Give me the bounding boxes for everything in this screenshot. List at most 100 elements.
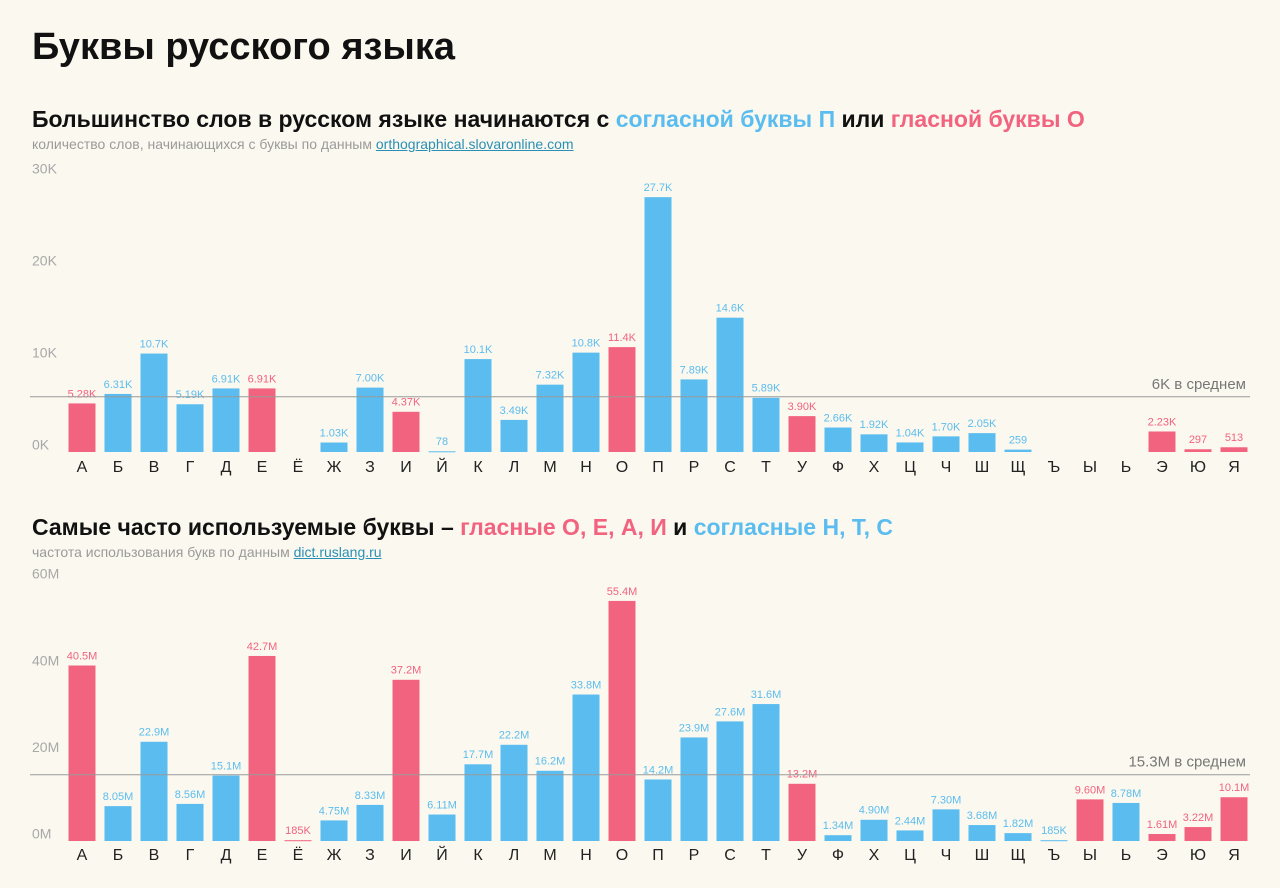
value-label: 15.1M (211, 760, 242, 772)
x-tick-label: Ъ (1048, 459, 1061, 476)
bar (752, 704, 780, 841)
bar (104, 393, 132, 452)
x-tick-label: В (149, 847, 160, 864)
value-label: 5.19K (176, 389, 205, 401)
bar (644, 779, 672, 841)
x-tick-label: Ё (293, 458, 304, 476)
x-tick-label: У (797, 847, 808, 864)
x-tick-label: Ь (1121, 459, 1132, 476)
bar (1148, 431, 1176, 452)
x-tick-label: Ц (904, 459, 916, 476)
chart-subtitle: частота использования букв по данным dic… (32, 544, 382, 560)
bar (1004, 833, 1032, 841)
y-tick-label: 20M (32, 739, 59, 755)
x-tick-label: К (473, 847, 483, 864)
x-tick-label: Л (509, 847, 520, 864)
chart-subtitle: количество слов, начинающихся с буквы по… (32, 136, 574, 152)
x-tick-label: А (77, 459, 88, 476)
x-tick-label: Т (761, 459, 771, 476)
value-label: 2.44M (895, 815, 926, 827)
bar (968, 825, 996, 841)
x-tick-label: Ж (327, 847, 342, 864)
bar (1184, 827, 1212, 841)
value-label: 1.82M (1003, 818, 1034, 830)
value-label: 3.22M (1183, 812, 1214, 824)
value-label: 37.2M (391, 665, 422, 677)
x-tick-label: И (400, 459, 412, 476)
x-tick-label: Я (1228, 459, 1240, 476)
value-label: 1.92K (860, 419, 889, 431)
x-tick-label: Ф (832, 459, 844, 476)
bar (68, 403, 96, 452)
value-label: 8.33M (355, 790, 386, 802)
value-label: 55.4M (607, 586, 638, 598)
subtitle-text: частота использования букв по данным (32, 544, 294, 560)
chart-title: Большинство слов в русском языке начинаю… (32, 106, 1085, 133)
title-part: Самые часто используемые буквы – (32, 514, 461, 540)
bar (1004, 449, 1032, 452)
value-label: 27.6M (715, 706, 746, 718)
title-part: Большинство слов в русском языке начинаю… (32, 106, 616, 132)
x-tick-label: Й (436, 457, 448, 476)
y-tick-label: 10K (32, 345, 58, 361)
x-tick-label: У (797, 459, 808, 476)
bar (1220, 447, 1248, 452)
bar (572, 694, 600, 841)
x-tick-label: К (473, 459, 483, 476)
value-label: 3.68M (967, 810, 998, 822)
value-label: 259 (1009, 435, 1027, 447)
bar (464, 764, 492, 841)
bar (104, 806, 132, 841)
bar (644, 197, 672, 452)
page-title: Буквы русского языка (32, 26, 455, 68)
source-link: orthographical.slovaronline.com (375, 136, 574, 152)
value-label: 7.30M (931, 794, 962, 806)
value-label: 185K (285, 825, 311, 837)
x-tick-label: Л (509, 459, 520, 476)
value-label: 2.66K (824, 412, 853, 424)
value-label: 4.90M (859, 805, 890, 817)
bar (320, 820, 348, 841)
value-label: 42.7M (247, 641, 278, 653)
value-label: 4.37K (392, 397, 421, 409)
bar (176, 404, 204, 452)
value-label: 513 (1225, 432, 1243, 444)
y-tick-label: 30K (32, 161, 58, 177)
value-label: 5.89K (752, 383, 781, 395)
x-tick-label: Ь (1121, 847, 1132, 864)
x-tick-label: П (652, 847, 664, 864)
bar (788, 783, 816, 841)
value-label: 31.6M (751, 689, 782, 701)
bar (752, 397, 780, 452)
bar (68, 665, 96, 841)
bar (716, 317, 744, 452)
x-tick-label: Д (221, 459, 232, 476)
title-part: согласной буквы П (615, 106, 836, 132)
chart-title: Самые часто используемые буквы – гласные… (32, 514, 893, 541)
value-label: 8.56M (175, 789, 206, 801)
value-label: 6.91K (248, 373, 277, 385)
bar (860, 819, 888, 841)
value-label: 23.9M (679, 722, 710, 734)
x-tick-label: М (543, 459, 556, 476)
value-label: 16.2M (535, 756, 566, 768)
value-label: 6.91K (212, 373, 241, 385)
value-label: 7.89K (680, 364, 709, 376)
x-tick-label: Ч (941, 459, 952, 476)
x-tick-label: Ш (975, 459, 990, 476)
value-label: 8.05M (103, 791, 134, 803)
y-tick-label: 20K (32, 253, 58, 269)
y-tick-label: 40M (32, 652, 59, 668)
subtitle-text: количество слов, начинающихся с буквы по… (32, 136, 376, 152)
value-label: 11.4K (608, 332, 637, 344)
value-label: 10.1K (464, 344, 493, 356)
value-label: 22.2M (499, 730, 530, 742)
value-label: 14.6K (716, 303, 745, 315)
bar (320, 442, 348, 452)
x-tick-label: Н (580, 847, 592, 864)
x-tick-label: Б (113, 459, 124, 476)
value-label: 3.49K (500, 405, 529, 417)
x-tick-label: С (724, 459, 736, 476)
value-label: 8.78M (1111, 788, 1142, 800)
bar (968, 433, 996, 452)
